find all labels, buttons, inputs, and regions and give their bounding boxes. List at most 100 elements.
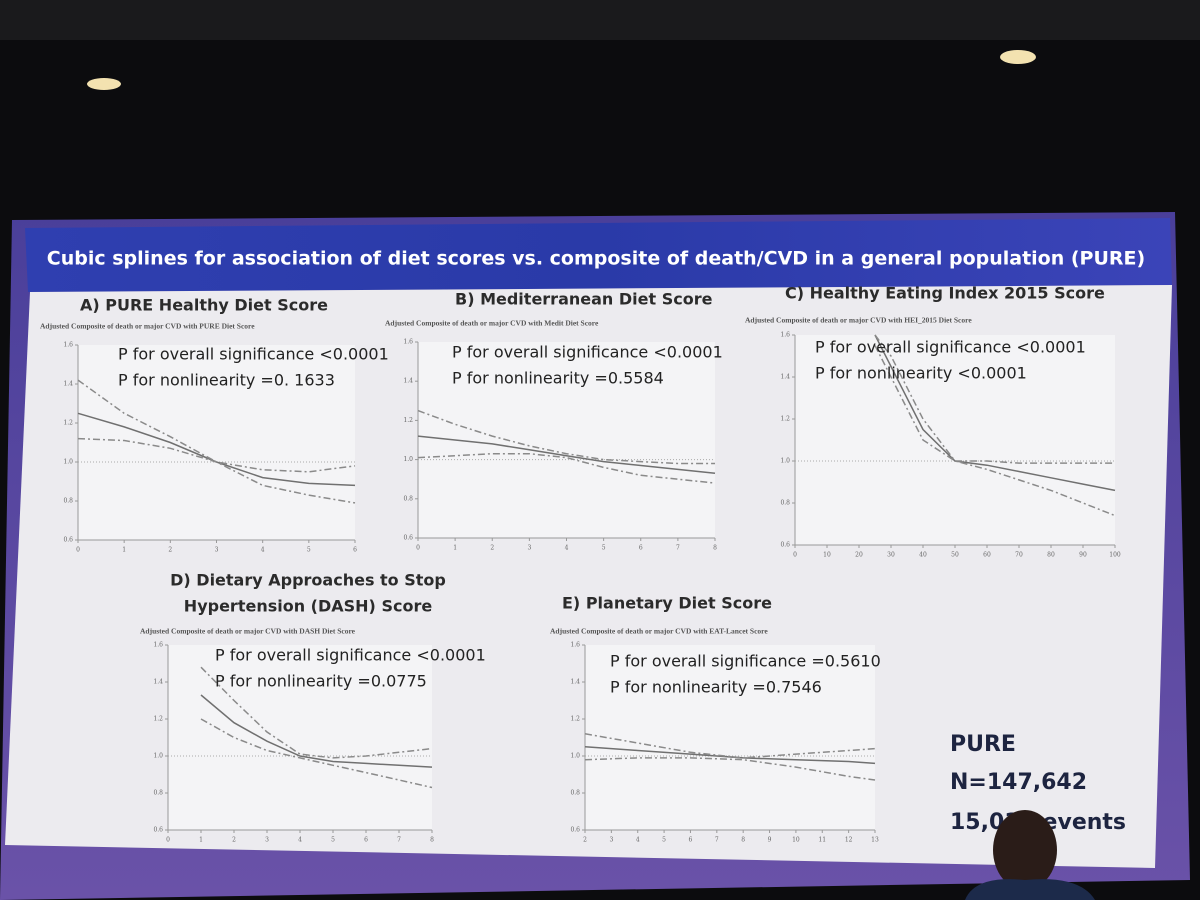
- speaker: [965, 810, 1095, 900]
- x-tick-label: 1: [199, 837, 203, 844]
- chart-title: D) Dietary Approaches to Stop: [170, 571, 446, 590]
- y-tick-label: 0.6: [570, 827, 580, 834]
- y-tick-label: 1.6: [570, 642, 580, 649]
- y-tick-label: 1.0: [153, 753, 163, 760]
- x-tick-label: 4: [261, 547, 265, 554]
- annotation: P for nonlinearity =0. 1633: [118, 371, 335, 390]
- chart-subtitle: Adjusted Composite of death or major CVD…: [550, 627, 768, 636]
- annotation: P for nonlinearity <0.0001: [815, 364, 1027, 383]
- x-tick-label: 6: [353, 547, 357, 554]
- x-tick-label: 1: [122, 547, 126, 554]
- x-tick-label: 4: [298, 837, 302, 844]
- chart-title: B) Mediterranean Diet Score: [455, 290, 713, 309]
- x-tick-label: 2: [583, 837, 587, 844]
- annotation: P for overall significance <0.0001: [118, 345, 389, 364]
- x-tick-label: 12: [845, 837, 853, 844]
- spline-line: [584, 733, 876, 759]
- spline-line: [874, 334, 1116, 492]
- x-tick-label: 0: [416, 545, 420, 552]
- y-tick-label: 1.2: [570, 716, 580, 723]
- y-tick-label: 1.6: [403, 339, 413, 346]
- x-tick-label: 3: [215, 547, 219, 554]
- ceiling-light: [87, 78, 121, 90]
- summary-line: N=147,642: [950, 770, 1087, 795]
- y-tick-label: 1.0: [403, 456, 413, 463]
- x-tick-label: 90: [1079, 552, 1087, 559]
- plot-area: [795, 335, 1115, 545]
- x-tick-label: 20: [855, 552, 863, 559]
- charts: A) PURE Healthy Diet Score Adjusted Compo…: [40, 284, 1121, 844]
- x-tick-label: 11: [818, 837, 826, 844]
- chart-title: E) Planetary Diet Score: [562, 594, 772, 613]
- x-tick-label: 7: [676, 545, 680, 552]
- spline-line: [200, 666, 433, 759]
- x-tick-label: 7: [397, 837, 401, 844]
- plot-area: [78, 345, 355, 540]
- x-tick-label: 50: [951, 552, 959, 559]
- ceiling-beam: [0, 0, 1200, 40]
- y-tick-label: 0.6: [780, 542, 790, 549]
- y-tick-label: 1.4: [153, 679, 163, 686]
- x-tick-label: 13: [871, 837, 879, 844]
- y-tick-label: 1.4: [570, 679, 580, 686]
- x-tick-label: 6: [364, 837, 368, 844]
- y-tick-label: 0.6: [153, 827, 163, 834]
- summary-line: PURE: [950, 732, 1016, 757]
- y-tick-label: 1.0: [63, 459, 73, 466]
- chart-title: C) Healthy Eating Index 2015 Score: [785, 284, 1105, 303]
- x-tick-label: 6: [639, 545, 643, 552]
- chart-title: Hypertension (DASH) Score: [184, 597, 433, 616]
- y-tick-label: 0.8: [153, 790, 163, 797]
- x-tick-label: 5: [662, 837, 666, 844]
- y-tick-label: 0.8: [780, 500, 790, 507]
- annotation: P for overall significance <0.0001: [815, 338, 1086, 357]
- x-tick-label: 3: [265, 837, 269, 844]
- x-tick-label: 5: [331, 837, 335, 844]
- y-tick-label: 1.4: [403, 378, 413, 385]
- y-tick-label: 1.2: [153, 716, 163, 723]
- y-tick-label: 1.0: [570, 753, 580, 760]
- plot-area: [418, 342, 715, 538]
- x-tick-label: 7: [715, 837, 719, 844]
- x-tick-label: 0: [76, 547, 80, 554]
- ceiling-light: [1000, 50, 1036, 64]
- spline-line: [200, 694, 433, 768]
- y-tick-label: 1.2: [403, 417, 413, 424]
- y-tick-label: 0.8: [403, 495, 413, 502]
- y-tick-label: 1.2: [780, 416, 790, 423]
- y-tick-label: 0.6: [63, 537, 73, 544]
- y-tick-label: 1.0: [780, 458, 790, 465]
- y-tick-label: 1.2: [63, 420, 73, 427]
- x-tick-label: 0: [166, 837, 170, 844]
- y-tick-label: 0.8: [570, 790, 580, 797]
- annotation: P for nonlinearity =0.0775: [215, 672, 427, 691]
- y-tick-label: 1.6: [153, 642, 163, 649]
- plot-area: [168, 645, 432, 830]
- y-tick-label: 0.8: [63, 498, 73, 505]
- spline-line: [417, 409, 715, 465]
- y-tick-label: 1.4: [780, 374, 790, 381]
- x-tick-label: 4: [636, 837, 640, 844]
- y-tick-label: 1.4: [63, 381, 73, 388]
- annotation: P for overall significance =0.5610: [610, 652, 881, 671]
- x-tick-label: 60: [983, 552, 991, 559]
- x-tick-label: 9: [768, 837, 772, 844]
- annotation: P for overall significance <0.0001: [452, 343, 723, 362]
- x-tick-label: 80: [1047, 552, 1055, 559]
- x-tick-label: 8: [741, 837, 745, 844]
- x-tick-label: 2: [490, 545, 494, 552]
- spline-line: [417, 435, 716, 475]
- spline-line: [874, 334, 1115, 464]
- x-tick-label: 10: [792, 837, 800, 844]
- annotation: P for nonlinearity =0.5584: [452, 369, 664, 388]
- slide-header: [25, 218, 1172, 292]
- x-tick-label: 30: [887, 552, 895, 559]
- x-tick-label: 8: [430, 837, 434, 844]
- x-tick-label: 8: [713, 545, 717, 552]
- x-tick-label: 1: [453, 545, 457, 552]
- x-tick-label: 2: [232, 837, 236, 844]
- x-tick-label: 70: [1015, 552, 1023, 559]
- x-tick-label: 3: [609, 837, 613, 844]
- slide-title: Cubic splines for association of diet sc…: [47, 248, 1145, 270]
